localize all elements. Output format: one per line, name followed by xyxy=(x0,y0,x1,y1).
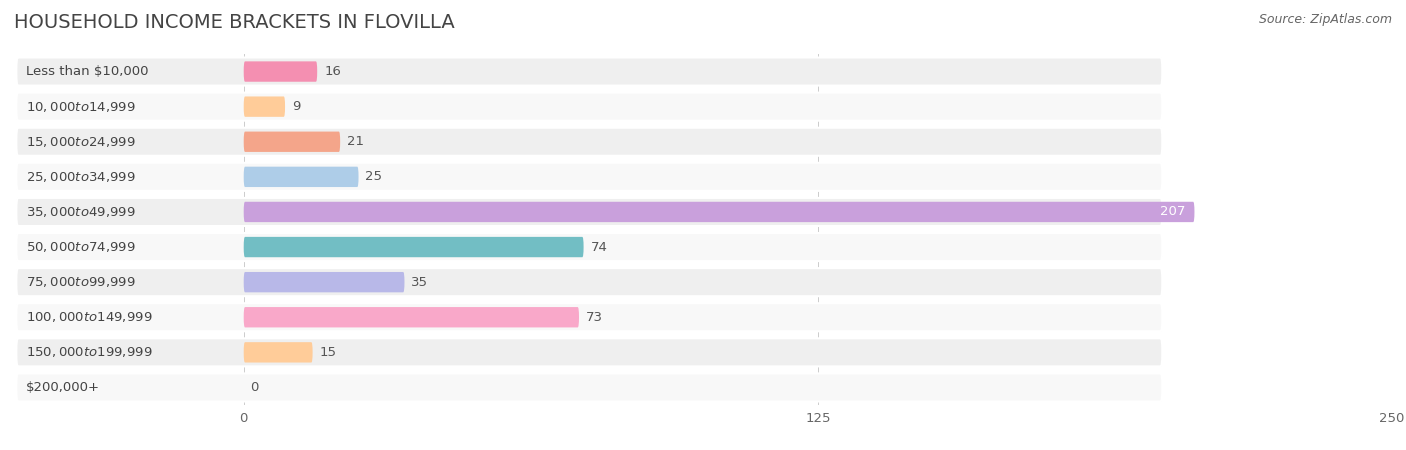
Text: 25: 25 xyxy=(366,171,382,183)
FancyBboxPatch shape xyxy=(17,163,1163,191)
Text: $100,000 to $149,999: $100,000 to $149,999 xyxy=(25,310,152,324)
Text: Source: ZipAtlas.com: Source: ZipAtlas.com xyxy=(1258,14,1392,27)
FancyBboxPatch shape xyxy=(243,166,359,187)
Text: 73: 73 xyxy=(586,311,603,324)
FancyBboxPatch shape xyxy=(17,233,1163,261)
FancyBboxPatch shape xyxy=(243,61,318,82)
FancyBboxPatch shape xyxy=(17,303,1163,331)
Text: 74: 74 xyxy=(591,241,607,253)
Text: 0: 0 xyxy=(250,381,259,394)
Text: 35: 35 xyxy=(412,276,429,288)
FancyBboxPatch shape xyxy=(243,96,285,117)
Text: $10,000 to $14,999: $10,000 to $14,999 xyxy=(25,99,135,114)
FancyBboxPatch shape xyxy=(17,268,1163,296)
FancyBboxPatch shape xyxy=(243,342,312,363)
FancyBboxPatch shape xyxy=(17,338,1163,366)
FancyBboxPatch shape xyxy=(17,93,1163,121)
FancyBboxPatch shape xyxy=(17,128,1163,156)
Text: 16: 16 xyxy=(325,65,342,78)
Text: 21: 21 xyxy=(347,135,364,148)
Text: 15: 15 xyxy=(319,346,336,359)
FancyBboxPatch shape xyxy=(17,58,1163,86)
Text: 9: 9 xyxy=(292,100,301,113)
Text: 207: 207 xyxy=(1160,206,1185,218)
Text: HOUSEHOLD INCOME BRACKETS IN FLOVILLA: HOUSEHOLD INCOME BRACKETS IN FLOVILLA xyxy=(14,14,454,32)
Text: $200,000+: $200,000+ xyxy=(25,381,100,394)
FancyBboxPatch shape xyxy=(243,237,583,257)
FancyBboxPatch shape xyxy=(243,307,579,328)
Text: $15,000 to $24,999: $15,000 to $24,999 xyxy=(25,135,135,149)
FancyBboxPatch shape xyxy=(17,198,1163,226)
FancyBboxPatch shape xyxy=(243,131,340,152)
Text: $150,000 to $199,999: $150,000 to $199,999 xyxy=(25,345,152,360)
Text: $25,000 to $34,999: $25,000 to $34,999 xyxy=(25,170,135,184)
Text: $50,000 to $74,999: $50,000 to $74,999 xyxy=(25,240,135,254)
Text: $75,000 to $99,999: $75,000 to $99,999 xyxy=(25,275,135,289)
FancyBboxPatch shape xyxy=(17,374,1163,401)
Text: $35,000 to $49,999: $35,000 to $49,999 xyxy=(25,205,135,219)
Text: Less than $10,000: Less than $10,000 xyxy=(25,65,148,78)
FancyBboxPatch shape xyxy=(243,202,1195,222)
FancyBboxPatch shape xyxy=(243,272,405,292)
